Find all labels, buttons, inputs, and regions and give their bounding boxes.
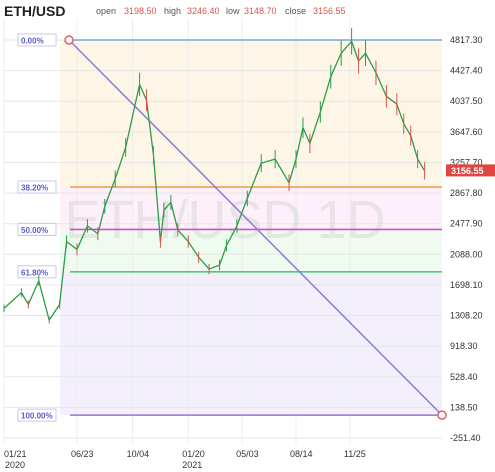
y-axis-tick-label: -251.40	[450, 433, 481, 443]
y-axis-tick-label: 4427.40	[450, 66, 483, 76]
fib-level-text: 38.20%	[21, 184, 48, 193]
y-axis-tick-label: 4037.50	[450, 96, 483, 106]
y-axis-tick-label: 1308.20	[450, 311, 483, 321]
y-axis-tick-label: 3257.70	[450, 157, 483, 167]
fib-anchor-handle	[64, 35, 74, 45]
close-label: close	[285, 6, 307, 16]
open-value: 3198.50	[124, 6, 157, 16]
fib-level-label: 61.80%	[17, 265, 57, 279]
x-axis-tick-label: 08/14	[290, 449, 313, 459]
y-axis-tick-label: 2867.80	[450, 188, 483, 198]
last-price-text: 3156.55	[451, 166, 484, 176]
x-axis-tick-label: 01/21	[4, 449, 27, 459]
x-axis-tick-label: 10/04	[127, 449, 150, 459]
fib-label-box	[17, 265, 57, 279]
fib-zone-band	[60, 40, 442, 188]
fib-level-label: 50.00%	[17, 222, 57, 236]
x-axis-tick-label: 11/25	[344, 449, 366, 459]
fib-label-box	[17, 408, 57, 422]
symbol-title: ETH/USD	[4, 3, 66, 19]
y-axis-tick-label: 3647.60	[450, 127, 483, 137]
fib-trend-line	[68, 39, 443, 416]
x-axis-year-label: 2021	[182, 460, 202, 470]
y-axis-tick-label: 1698.10	[450, 280, 483, 290]
x-axis-tick-label: 01/20	[182, 449, 205, 459]
low-label: low	[226, 6, 240, 16]
fib-level-text: 100.00%	[21, 412, 53, 421]
y-axis-tick-label: 2088.00	[450, 249, 483, 259]
fib-label-box	[17, 222, 57, 236]
close-value: 3156.55	[313, 6, 346, 16]
x-axis-tick-label: 06/23	[71, 449, 94, 459]
fib-level-text: 61.80%	[21, 268, 48, 277]
fib-level-label: 100.00%	[17, 408, 57, 422]
fib-label-box	[17, 33, 57, 47]
fib-level-text: 50.00%	[21, 226, 48, 235]
y-axis-tick-label: 528.40	[450, 372, 478, 382]
watermark-text: ETH/USD 1D	[64, 190, 385, 250]
high-label: high	[164, 6, 182, 16]
price-series-line	[3, 40, 426, 321]
high-value: 3246.40	[187, 6, 220, 16]
open-label: open	[96, 6, 117, 16]
fib-label-box	[17, 180, 57, 194]
low-value: 3148.70	[244, 6, 277, 16]
fib-zone-band	[60, 271, 442, 416]
fib-zone-band	[60, 229, 442, 272]
x-axis-tick-label: 05/03	[236, 449, 259, 459]
y-axis-tick-label: 2477.90	[450, 219, 483, 229]
y-axis-tick-label: 138.50	[450, 402, 478, 412]
chart-header: ETH/USD open 3198.50 high 3246.40 low 31…	[0, 0, 495, 22]
y-axis-tick-label: 918.30	[450, 341, 478, 351]
y-axis-tick-label: 4817.30	[450, 35, 483, 45]
fib-anchor-handle	[437, 410, 447, 420]
x-axis-year-label: 2020	[5, 460, 25, 470]
fib-level-label: 38.20%	[17, 180, 57, 194]
fib-level-text: 0.00%	[21, 37, 44, 46]
fib-level-label: 0.00%	[17, 33, 57, 47]
last-price-tag	[446, 164, 495, 177]
